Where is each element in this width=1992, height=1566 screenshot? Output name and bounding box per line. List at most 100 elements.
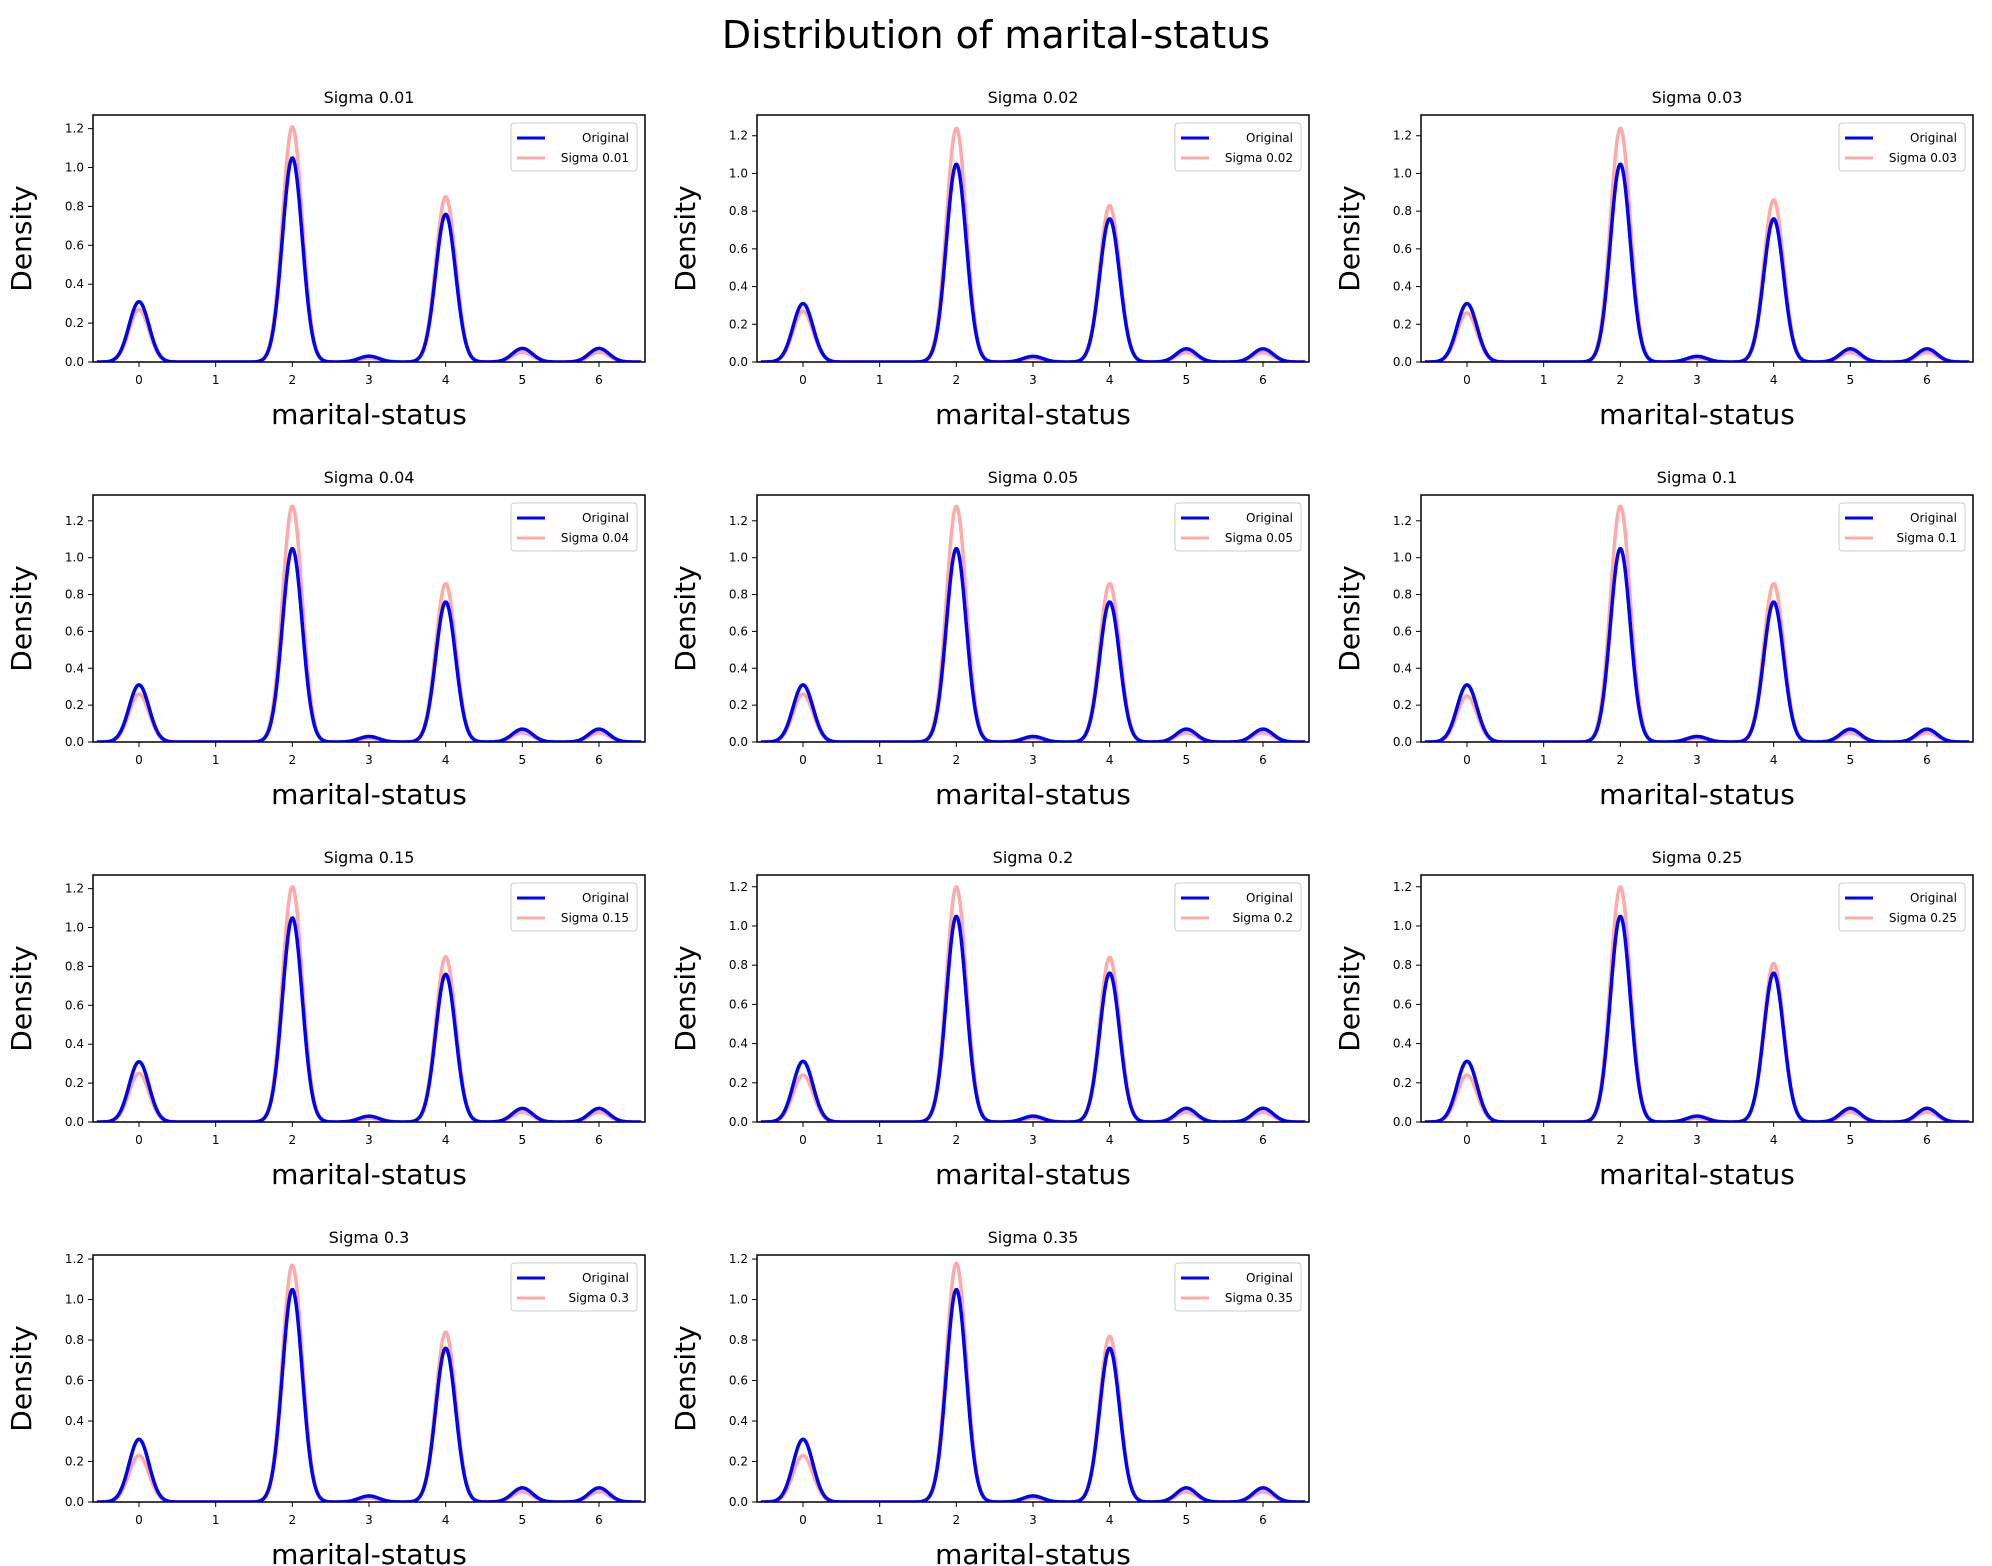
y-tick-label: 1.2 <box>729 1252 748 1266</box>
series-line-original <box>96 1287 642 1502</box>
series-line-original <box>760 546 1306 742</box>
legend-label: Sigma 0.3 <box>568 1291 629 1305</box>
x-tick-label: 0 <box>135 1513 143 1527</box>
series-line-original <box>1424 546 1970 742</box>
legend-label: Sigma 0.03 <box>1889 151 1957 165</box>
legend-label: Sigma 0.25 <box>1889 911 1957 925</box>
x-tick-label: 6 <box>1923 373 1931 387</box>
x-tick-label: 4 <box>442 373 450 387</box>
subplot-title: Sigma 0.03 <box>1652 88 1743 107</box>
series-line-original <box>760 1287 1306 1502</box>
y-tick-label: 1.0 <box>65 921 84 935</box>
legend: Original Sigma 0.25 <box>1838 882 1966 932</box>
y-tick-label: 1.0 <box>65 1293 84 1307</box>
legend: Original Sigma 0.02 <box>1174 122 1302 172</box>
x-axis-label: marital-status <box>271 1158 467 1191</box>
y-tick-label: 0.8 <box>1393 588 1412 602</box>
legend: Original Sigma 0.3 <box>510 1262 638 1312</box>
x-tick-label: 1 <box>876 373 884 387</box>
x-tick-label: 3 <box>365 373 373 387</box>
x-tick-label: 5 <box>519 1513 527 1527</box>
x-tick-label: 6 <box>1259 373 1267 387</box>
legend-label: Sigma 0.05 <box>1225 531 1293 545</box>
x-tick-label: 6 <box>595 1513 603 1527</box>
x-tick-label: 3 <box>1693 373 1701 387</box>
plot-frame <box>92 494 646 743</box>
x-tick-label: 5 <box>1183 753 1191 767</box>
y-tick-label: 0.8 <box>65 1333 84 1347</box>
plot-frame <box>756 114 1310 363</box>
y-tick-label: 0.8 <box>729 958 748 972</box>
subplot-title: Sigma 0.3 <box>329 1228 410 1247</box>
x-tick-label: 1 <box>876 1513 884 1527</box>
subplot-title: Sigma 0.05 <box>988 468 1079 487</box>
subplot-7: Sigma 0.15 0 1 2 3 4 5 6 0.0 0.2 0.4 0.6 0.8 1.0 1.2 ma… <box>5 848 646 1191</box>
y-tick-label: 0.0 <box>729 1495 748 1509</box>
y-tick-label: 0.2 <box>65 698 84 712</box>
y-axis-label: Density <box>5 185 38 291</box>
y-tick-label: 1.0 <box>65 161 84 175</box>
x-tick-label: 2 <box>1617 753 1625 767</box>
y-tick-label: 1.0 <box>729 919 748 933</box>
y-tick-label: 0.8 <box>1393 204 1412 218</box>
x-tick-label: 5 <box>1183 373 1191 387</box>
x-axis-label: marital-status <box>935 1158 1131 1191</box>
y-tick-label: 0.2 <box>729 698 748 712</box>
legend: Original Sigma 0.15 <box>510 882 638 932</box>
x-tick-label: 6 <box>1923 753 1931 767</box>
x-tick-label: 1 <box>876 1133 884 1147</box>
y-tick-label: 0.0 <box>65 355 84 369</box>
x-tick-label: 5 <box>1183 1513 1191 1527</box>
x-tick-label: 2 <box>953 1513 961 1527</box>
x-axis-label: marital-status <box>271 398 467 431</box>
x-tick-label: 2 <box>953 753 961 767</box>
legend-label: Original <box>582 1271 629 1285</box>
x-tick-label: 6 <box>595 753 603 767</box>
subplot-title: Sigma 0.1 <box>1657 468 1738 487</box>
x-tick-label: 0 <box>799 373 807 387</box>
y-tick-label: 1.0 <box>1393 166 1412 180</box>
x-tick-label: 5 <box>1183 1133 1191 1147</box>
legend: Original Sigma 0.2 <box>1174 882 1302 932</box>
y-axis-label: Density <box>1333 945 1366 1051</box>
legend-label: Original <box>1246 1271 1293 1285</box>
x-axis-label: marital-status <box>271 778 467 811</box>
legend-label: Sigma 0.04 <box>561 531 629 545</box>
y-tick-label: 0.6 <box>729 624 748 638</box>
subplot-11: Sigma 0.35 0 1 2 3 4 5 6 0.0 0.2 0.4 0.6 0.8 1.0 1.2 ma… <box>669 1228 1310 1566</box>
y-tick-label: 0.6 <box>65 238 84 252</box>
legend-label: Original <box>1910 891 1957 905</box>
x-tick-label: 1 <box>212 1133 220 1147</box>
x-tick-label: 3 <box>365 1133 373 1147</box>
y-tick-label: 1.2 <box>1393 880 1412 894</box>
x-tick-label: 5 <box>519 373 527 387</box>
plot-frame <box>1420 874 1974 1123</box>
y-tick-label: 0.2 <box>1393 1076 1412 1090</box>
x-tick-label: 3 <box>1029 753 1037 767</box>
y-tick-label: 0.6 <box>65 998 84 1012</box>
legend-label: Original <box>582 131 629 145</box>
x-tick-label: 0 <box>1463 753 1471 767</box>
y-tick-label: 0.0 <box>65 1115 84 1129</box>
y-tick-label: 0.6 <box>1393 624 1412 638</box>
x-tick-label: 1 <box>1540 753 1548 767</box>
subplot-grid: Sigma 0.01 0 1 2 3 4 5 6 0.0 0.2 0.4 0.6 0.8 1.0 1.2 ma… <box>5 88 1974 1566</box>
y-tick-label: 0.6 <box>729 997 748 1011</box>
x-tick-label: 4 <box>442 1133 450 1147</box>
x-tick-label: 1 <box>212 373 220 387</box>
legend: Original Sigma 0.1 <box>1838 502 1966 552</box>
series-line-original <box>96 156 642 362</box>
x-axis-label: marital-status <box>935 778 1131 811</box>
y-tick-label: 0.2 <box>65 1455 84 1469</box>
x-tick-label: 2 <box>953 373 961 387</box>
y-tick-label: 1.0 <box>1393 919 1412 933</box>
x-tick-label: 1 <box>212 753 220 767</box>
plot-frame <box>1420 114 1974 363</box>
y-tick-label: 0.0 <box>1393 1115 1412 1129</box>
legend-label: Original <box>1910 511 1957 525</box>
x-tick-label: 0 <box>135 1133 143 1147</box>
x-tick-label: 0 <box>1463 1133 1471 1147</box>
legend-label: Original <box>1910 131 1957 145</box>
y-axis-label: Density <box>5 945 38 1051</box>
x-tick-label: 2 <box>953 1133 961 1147</box>
